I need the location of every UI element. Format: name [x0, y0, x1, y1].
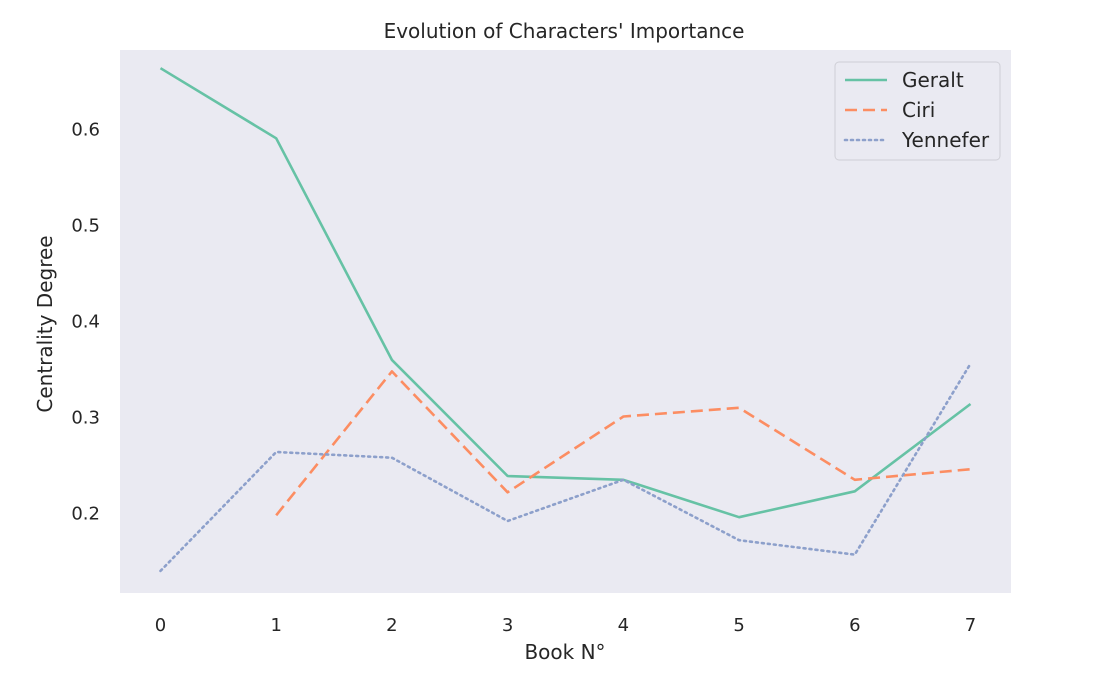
- legend: Geralt Ciri Yennefer: [834, 61, 1001, 161]
- series-layer: [159, 67, 972, 573]
- y-tick-label: 0.4: [71, 312, 100, 333]
- x-tick-labels: 0 1 2 3 4 5 6 7: [155, 615, 976, 636]
- y-tick-label: 0.6: [71, 120, 100, 141]
- series-line-yennefer: [159, 362, 972, 573]
- legend-label-ciri: Ciri: [902, 98, 935, 122]
- legend-label-yennefer: Yennefer: [901, 128, 990, 152]
- legend-label-geralt: Geralt: [902, 68, 964, 92]
- x-tick-label: 3: [502, 615, 513, 636]
- x-axis-label: Book N°: [524, 640, 605, 664]
- x-tick-label: 0: [155, 615, 166, 636]
- x-tick-label: 6: [849, 615, 860, 636]
- chart-title: Evolution of Characters' Importance: [384, 19, 745, 43]
- y-tick-labels: 0.2 0.3 0.4 0.5 0.6: [71, 120, 100, 525]
- y-tick-label: 0.5: [71, 216, 100, 237]
- y-tick-label: 0.2: [71, 503, 100, 524]
- x-tick-label: 4: [618, 615, 629, 636]
- x-tick-label: 2: [386, 615, 397, 636]
- series-line-geralt: [159, 67, 972, 519]
- x-tick-label: 5: [733, 615, 744, 636]
- y-axis-label: Centrality Degree: [33, 235, 57, 412]
- legend-box: [834, 61, 1001, 161]
- x-tick-label: 7: [965, 615, 976, 636]
- x-tick-label: 1: [270, 615, 281, 636]
- y-tick-label: 0.3: [71, 407, 100, 428]
- series-line-ciri: [275, 370, 971, 517]
